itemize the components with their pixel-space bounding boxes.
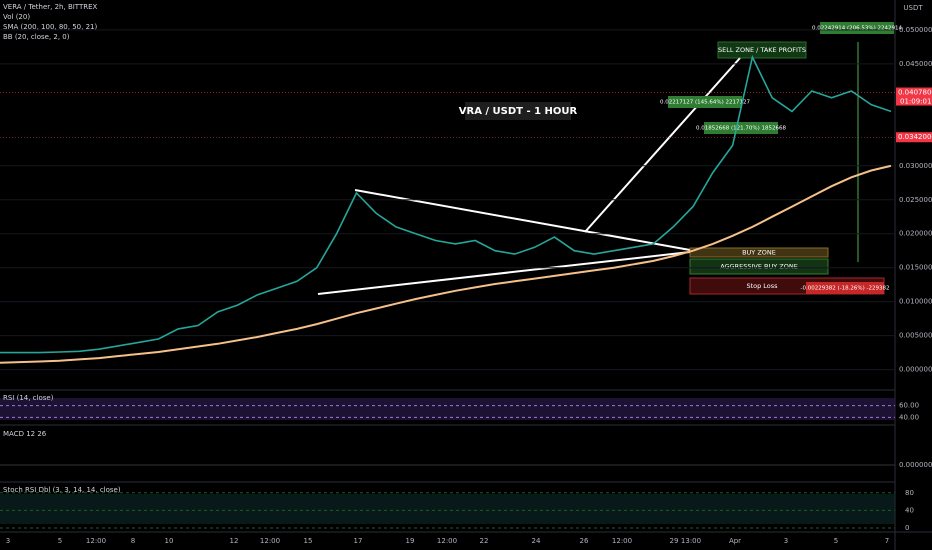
y-tick-label: 60.00 (899, 402, 919, 410)
panel-title: MACD 12 26 (3, 430, 47, 438)
measure-box (668, 96, 742, 108)
x-tick-label: 12:00 (437, 537, 457, 545)
x-tick-label: 12 (230, 537, 239, 545)
trend-line (584, 57, 741, 233)
y-tick-label: 0.01500000 (899, 264, 932, 272)
y-tick-label: 0.00500000 (899, 332, 932, 340)
measure-box (820, 22, 894, 34)
x-tick-label: 29 (670, 537, 679, 545)
x-tick-label: 3 (6, 537, 10, 545)
chart-title: VRA / USDT - 1 HOUR (459, 106, 578, 117)
annotation: 0.01852668 (121.70%) 1852668 (696, 126, 786, 132)
price-label: 0.03420000 (898, 133, 932, 141)
sell-zone (717, 41, 807, 59)
series-line (0, 164, 892, 364)
price-label-bg (896, 132, 932, 143)
indicator: Vol (20) (3, 13, 30, 21)
x-tick-label: 7 (885, 537, 889, 545)
price-label-bg (896, 87, 932, 106)
x-tick-label: 15 (304, 537, 313, 545)
annotation: 0.02242914 (206.53%) 2242914 (812, 26, 902, 32)
y-tick-label: 40.00 (899, 413, 919, 421)
panel-title: RSI (14, close) (3, 394, 54, 402)
annotation: BUY ZONE (742, 249, 776, 257)
y-tick-label: 0.03000000 (899, 162, 932, 170)
x-tick-label: 8 (131, 537, 135, 545)
panel-title: Stoch RSI Dbl (3, 3, 14, 14, close) (3, 486, 121, 494)
y-tick-label: 40 (905, 506, 914, 514)
title-box (465, 102, 571, 120)
rsi-band (0, 398, 895, 420)
y-tick-label: 0.05000000 (899, 26, 932, 34)
y-tick-label: 0.00000000 (899, 461, 932, 469)
x-tick-label: 22 (480, 537, 489, 545)
y-tick-label: 0.02500000 (899, 196, 932, 204)
countdown: 01:09:01 (900, 98, 931, 106)
x-tick-label: 17 (354, 537, 363, 545)
measure-box (704, 122, 778, 134)
x-tick-label: 12:00 (612, 537, 632, 545)
y-tick-label: 0.00000000 (899, 366, 932, 374)
x-tick-label: 12:00 (260, 537, 280, 545)
x-tick-label: 13:00 (681, 537, 701, 545)
trend-line (317, 251, 691, 295)
x-tick-label: 12:00 (86, 537, 106, 545)
annotation: SELL ZONE / TAKE PROFITS (718, 46, 806, 54)
y-tick-label: 0.02000000 (899, 230, 932, 238)
symbol: VERA / Tether, 2h, BITTREX (3, 3, 98, 11)
measure-box (806, 282, 884, 294)
x-tick-label: 24 (532, 537, 541, 545)
series-line (0, 54, 892, 354)
x-tick-label: Apr (729, 537, 741, 545)
y-tick-label: 0 (905, 524, 909, 532)
annotation: 0.02217127 (145.64%) 2217127 (660, 100, 750, 106)
y-tick-label: 0.04500000 (899, 60, 932, 68)
x-tick-label: 5 (58, 537, 62, 545)
aggressive-buy-zone (689, 258, 829, 275)
x-tick-label: 5 (834, 537, 838, 545)
x-tick-label: 26 (580, 537, 589, 545)
annotation: -0.00229382 (-18.26%) -229382 (801, 286, 890, 292)
x-tick-label: 19 (406, 537, 415, 545)
annotation: AGGRESSIVE BUY ZONE (720, 263, 798, 271)
indicator: BB (20, close, 2, 0) (3, 33, 70, 41)
y-tick-label: 80 (905, 489, 914, 497)
x-tick-label: 10 (165, 537, 174, 545)
x-tick-label: 3 (784, 537, 788, 545)
annotation: Stop Loss (746, 282, 778, 290)
price-label: 0.04078000 (898, 89, 932, 97)
indicator: SMA (200, 100, 80, 50, 21) (3, 23, 97, 31)
currency: USDT (903, 4, 923, 12)
stoch-band (0, 494, 895, 524)
y-tick-label: 0.01000000 (899, 298, 932, 306)
